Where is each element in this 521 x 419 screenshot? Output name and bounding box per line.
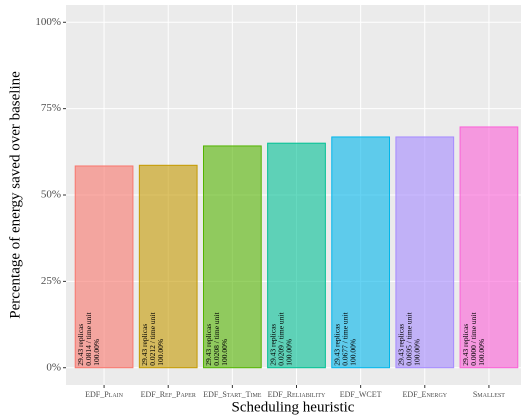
bar [267,142,326,369]
x-tick-label: EDF_Plain [85,390,124,399]
x-tick-label: EDF_Energy [402,390,447,399]
y-tick-label: 25% [41,275,61,287]
bar [395,136,455,369]
bar-annotation: 0.0208 / time unit [212,311,221,365]
bar-annotation: 0.0677 / time unit [340,311,349,365]
bar-annotation: 0.0212 / time unit [148,311,157,365]
bar [459,126,519,369]
bar-annotation: 0.0814 / time unit [84,311,93,365]
x-tick-label: EDF_Start_Time [203,390,262,399]
bar-annotation: 0.0000 / time unit [469,311,478,365]
bar-annotation: 0.0209 / time unit [276,311,285,365]
bar [202,145,262,369]
bar [74,165,134,369]
y-tick-label: 100% [35,16,61,28]
bar-annotation: 29.43 replicas [204,324,213,366]
x-tick-label: EDF_Reliability [268,390,326,399]
bar-annotation: 100.00% [220,339,229,366]
x-tick-label: EDF_WCET [340,390,382,399]
bar-annotation: 0.0695 / time unit [405,311,414,365]
bar [138,164,198,369]
bar-annotation: 100.00% [477,339,486,366]
bar-annotation: 29.43 replicas [76,324,85,366]
y-tick-label: 75% [41,102,61,114]
x-tick-label: EDF_Ref_Paper [141,390,196,399]
bar-annotation: 100.00% [413,339,422,366]
bar-annotation: 29.43 replicas [332,324,341,366]
bar-annotation: 29.43 replicas [140,324,149,366]
bar-annotation: 100.00% [284,339,293,366]
x-tick-label: Smallest [473,390,505,399]
bar-annotation: 100.00% [348,339,357,366]
bar-annotation: 29.43 replicas [461,324,470,366]
y-tick-label: 50% [41,189,61,201]
bar-annotation: 100.00% [156,339,165,366]
y-axis-title: Percentage of energy saved over baseline [7,71,23,319]
y-tick-label: 0% [46,361,61,373]
bar-annotation: 29.43 replicas [268,324,277,366]
x-axis-title: Scheduling heuristic [232,399,355,415]
bar-annotation: 29.43 replicas [397,324,406,366]
bar-annotation: 100.00% [92,339,101,366]
bar [331,136,391,369]
